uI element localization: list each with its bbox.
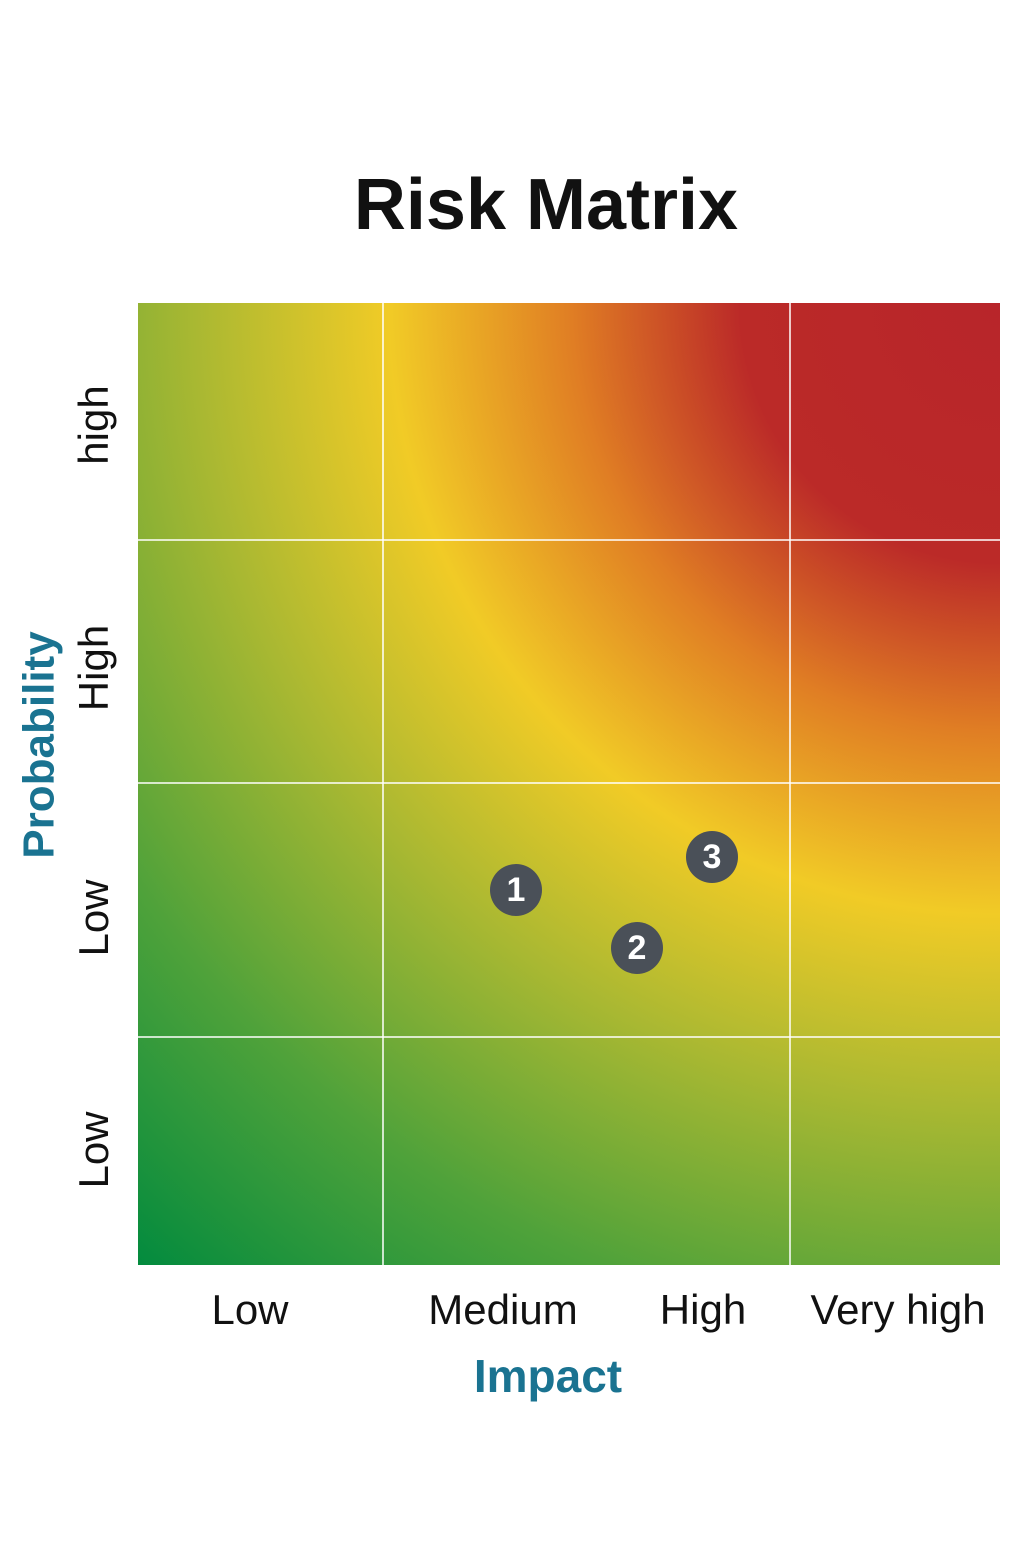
x-label: Medium	[428, 1286, 577, 1333]
risk-marker-label: 3	[703, 838, 722, 876]
y-label: Low	[70, 879, 117, 957]
y-label: Low	[70, 1111, 117, 1189]
x-label: High	[660, 1286, 746, 1333]
title: Risk Matrix	[354, 165, 738, 245]
risk-marker	[611, 922, 663, 974]
x-label: Low	[211, 1286, 289, 1333]
x-axis-title: Impact	[474, 1350, 622, 1402]
risk-marker	[490, 864, 542, 916]
risk-marker-label: 2	[628, 929, 647, 967]
y-label: high	[70, 385, 117, 464]
y-label: High	[70, 625, 117, 711]
risk-marker	[686, 831, 738, 883]
markers: 1 2 3	[490, 831, 738, 974]
y-axis-title: Probability	[15, 631, 64, 859]
risk-marker-label: 1	[507, 871, 526, 909]
x-label: Very high	[810, 1286, 985, 1333]
grid-lines	[138, 303, 1000, 1265]
